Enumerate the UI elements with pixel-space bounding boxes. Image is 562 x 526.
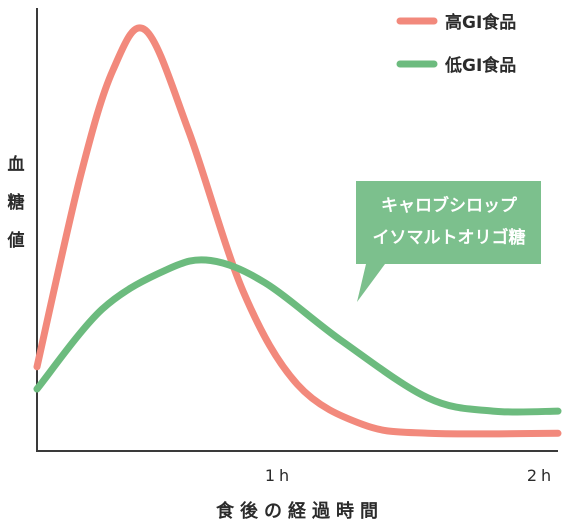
series-line-low-gi [33, 256, 562, 416]
x-axis-label: 食後の経過時間 [215, 500, 384, 522]
legend-label-low-gi: 低GI食品 [444, 55, 516, 76]
series-line-high-gi [33, 24, 562, 438]
y-axis-label: 血糖値 [7, 154, 25, 251]
y-axis-label-char: 血 [8, 154, 25, 175]
x-tick-label-1h: 1h [265, 466, 293, 485]
annotation-bubble [356, 181, 541, 302]
annotation-callout: キャロブシロップ イソマルトオリゴ糖 [356, 181, 541, 302]
legend-label-high-gi: 高GI食品 [445, 12, 516, 33]
annotation-line-1: キャロブシロップ [381, 195, 518, 216]
x-tick-label-2h: 2h [527, 466, 555, 485]
annotation-line-2: イソマルトオリゴ糖 [373, 227, 526, 248]
y-axis-label-char: 糖 [8, 192, 25, 213]
y-axis-label-char: 値 [7, 230, 25, 251]
legend: 高GI食品 低GI食品 [396, 12, 516, 76]
